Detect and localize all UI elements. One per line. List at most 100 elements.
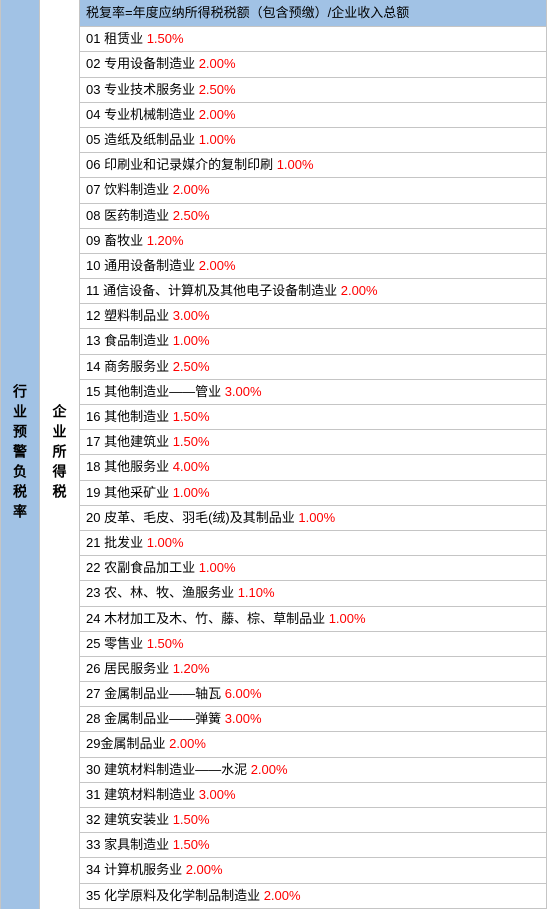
data-row: 35 化学原料及化学制品制造业 2.00% <box>80 884 547 909</box>
row-label: 商务服务业 <box>104 359 173 374</box>
row-percentage: 1.00% <box>199 560 236 575</box>
row-label: 零售业 <box>104 636 147 651</box>
row-number: 19 <box>86 485 104 500</box>
row-label: 农、林、牧、渔服务业 <box>104 585 238 600</box>
row-label: 计算机服务业 <box>104 862 186 877</box>
row-number: 23 <box>86 585 104 600</box>
row-label: 其他采矿业 <box>104 485 173 500</box>
data-row: 05 造纸及纸制品业 1.00% <box>80 128 547 153</box>
row-label: 农副食品加工业 <box>104 560 199 575</box>
row-label: 建筑安装业 <box>104 812 173 827</box>
data-row: 14 商务服务业 2.50% <box>80 355 547 380</box>
data-row: 24 木材加工及木、竹、藤、棕、草制品业 1.00% <box>80 607 547 632</box>
row-number: 34 <box>86 862 104 877</box>
row-label: 畜牧业 <box>104 233 147 248</box>
row-number: 01 <box>86 31 104 46</box>
row-percentage: 2.00% <box>199 56 236 71</box>
row-number: 08 <box>86 208 104 223</box>
row-percentage: 2.50% <box>173 359 210 374</box>
row-label: 其他建筑业 <box>104 434 173 449</box>
row-label: 造纸及纸制品业 <box>104 132 199 147</box>
data-row: 07 饮料制造业 2.00% <box>80 178 547 203</box>
row-percentage: 1.20% <box>147 233 184 248</box>
data-row: 15 其他制造业——管业 3.00% <box>80 380 547 405</box>
row-percentage: 3.00% <box>225 711 262 726</box>
row-number: 06 <box>86 157 104 172</box>
row-label: 皮革、毛皮、羽毛(绒)及其制品业 <box>104 510 298 525</box>
data-row: 30 建筑材料制造业——水泥 2.00% <box>80 758 547 783</box>
data-row: 10 通用设备制造业 2.00% <box>80 254 547 279</box>
data-row: 12 塑料制品业 3.00% <box>80 304 547 329</box>
row-label: 金属制品业 <box>100 736 169 751</box>
row-number: 03 <box>86 82 104 97</box>
row-label: 印刷业和记录媒介的复制印刷 <box>104 157 277 172</box>
row-number: 13 <box>86 333 104 348</box>
data-row: 18 其他服务业 4.00% <box>80 455 547 480</box>
row-percentage: 4.00% <box>173 459 210 474</box>
row-percentage: 2.00% <box>264 888 301 903</box>
row-label: 金属制品业——轴瓦 <box>104 686 225 701</box>
row-label: 化学原料及化学制品制造业 <box>104 888 264 903</box>
row-label: 饮料制造业 <box>104 182 173 197</box>
row-label: 家具制造业 <box>104 837 173 852</box>
data-row: 25 零售业 1.50% <box>80 632 547 657</box>
row-percentage: 2.00% <box>199 107 236 122</box>
row-label: 其他制造业——管业 <box>104 384 225 399</box>
row-percentage: 1.20% <box>173 661 210 676</box>
data-row: 22 农副食品加工业 1.00% <box>80 556 547 581</box>
data-row: 32 建筑安装业 1.50% <box>80 808 547 833</box>
data-row: 09 畜牧业 1.20% <box>80 229 547 254</box>
row-label: 通用设备制造业 <box>104 258 199 273</box>
row-number: 21 <box>86 535 104 550</box>
row-percentage: 2.00% <box>199 258 236 273</box>
row-percentage: 1.00% <box>277 157 314 172</box>
row-percentage: 2.00% <box>169 736 206 751</box>
row-number: 20 <box>86 510 104 525</box>
row-number: 17 <box>86 434 104 449</box>
row-number: 22 <box>86 560 104 575</box>
row-percentage: 1.00% <box>173 333 210 348</box>
rows-container: 01 租赁业 1.50%02 专用设备制造业 2.00%03 专业技术服务业 2… <box>80 27 547 909</box>
row-percentage: 1.00% <box>298 510 335 525</box>
row-label: 木材加工及木、竹、藤、棕、草制品业 <box>104 611 329 626</box>
row-label: 医药制造业 <box>104 208 173 223</box>
row-label: 金属制品业——弹簧 <box>104 711 225 726</box>
row-percentage: 1.50% <box>147 31 184 46</box>
tax-table-container: 行业预警负税率 企业所得税 税复率=年度应纳所得税税额（包含预缴）/企业收入总额… <box>0 0 547 909</box>
data-row: 29金属制品业 2.00% <box>80 732 547 757</box>
row-label: 专业技术服务业 <box>104 82 199 97</box>
data-row: 03 专业技术服务业 2.50% <box>80 78 547 103</box>
row-percentage: 1.50% <box>147 636 184 651</box>
row-percentage: 3.00% <box>225 384 262 399</box>
row-number: 07 <box>86 182 104 197</box>
row-number: 02 <box>86 56 104 71</box>
data-row: 26 居民服务业 1.20% <box>80 657 547 682</box>
row-percentage: 1.00% <box>199 132 236 147</box>
row-number: 04 <box>86 107 104 122</box>
row-percentage: 1.50% <box>173 409 210 424</box>
row-number: 32 <box>86 812 104 827</box>
row-label: 专用设备制造业 <box>104 56 199 71</box>
data-row: 16 其他制造业 1.50% <box>80 405 547 430</box>
row-percentage: 1.00% <box>329 611 366 626</box>
data-row: 04 专业机械制造业 2.00% <box>80 103 547 128</box>
row-number: 35 <box>86 888 104 903</box>
row-percentage: 3.00% <box>173 308 210 323</box>
data-row: 02 专用设备制造业 2.00% <box>80 52 547 77</box>
row-number: 16 <box>86 409 104 424</box>
data-row: 28 金属制品业——弹簧 3.00% <box>80 707 547 732</box>
row-percentage: 1.50% <box>173 812 210 827</box>
row-label: 租赁业 <box>104 31 147 46</box>
row-label: 建筑材料制造业 <box>104 787 199 802</box>
row-percentage: 2.00% <box>251 762 288 777</box>
data-row: 11 通信设备、计算机及其他电子设备制造业 2.00% <box>80 279 547 304</box>
data-row: 20 皮革、毛皮、羽毛(绒)及其制品业 1.00% <box>80 506 547 531</box>
row-number: 33 <box>86 837 104 852</box>
formula-header: 税复率=年度应纳所得税税额（包含预缴）/企业收入总额 <box>80 0 547 27</box>
row-number: 28 <box>86 711 104 726</box>
row-number: 31 <box>86 787 104 802</box>
row-number: 26 <box>86 661 104 676</box>
row-number: 30 <box>86 762 104 777</box>
row-number: 11 <box>86 283 103 298</box>
row-label: 批发业 <box>104 535 147 550</box>
